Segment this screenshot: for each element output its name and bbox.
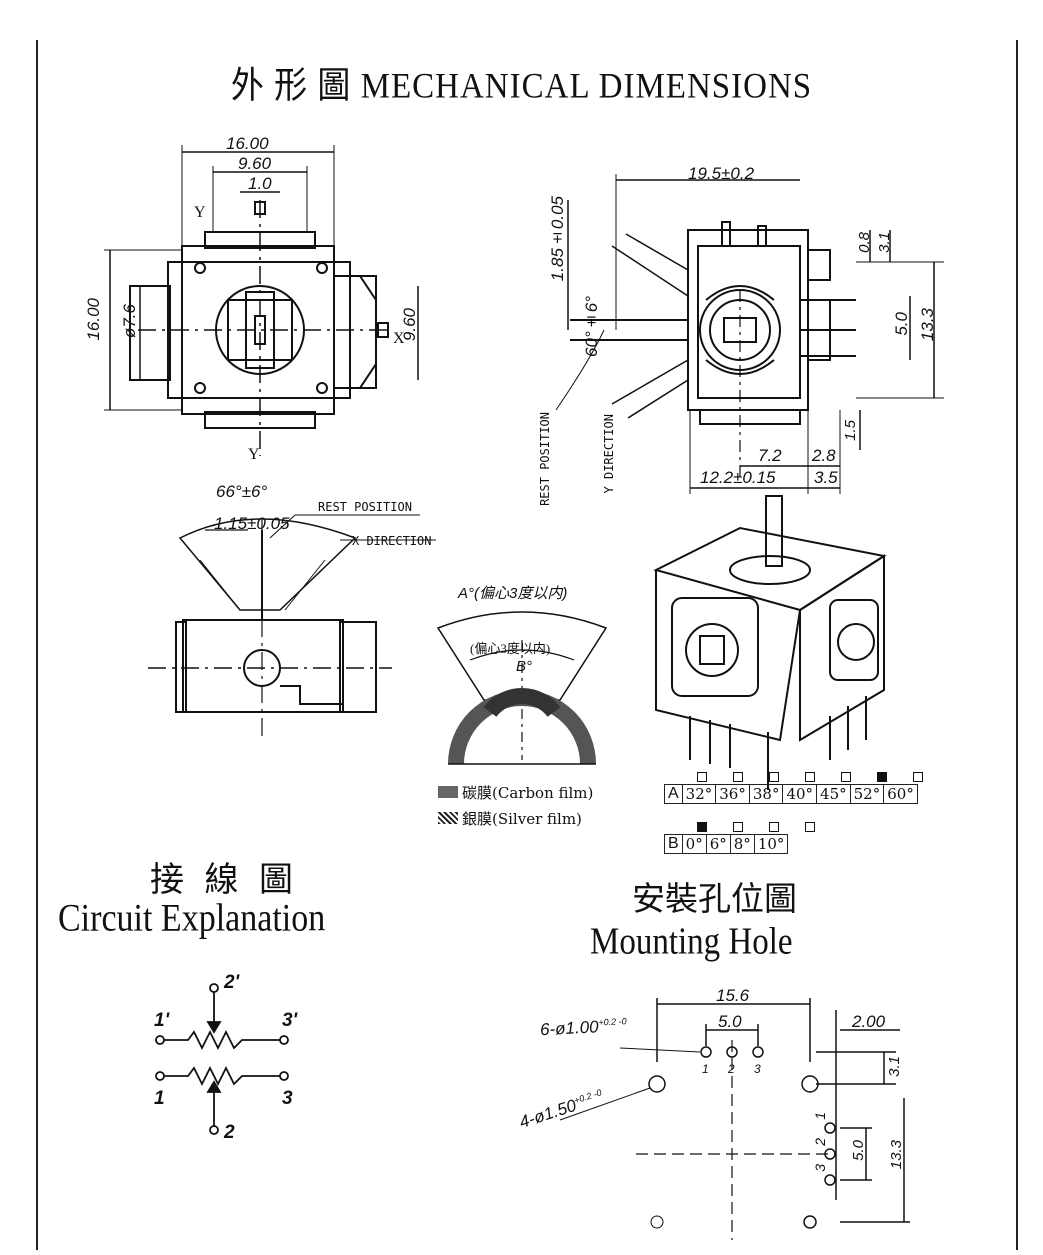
mount-pin2: 2: [728, 1062, 735, 1076]
mount-pin3v: 3: [812, 1164, 828, 1172]
row-a-marker: [841, 772, 851, 782]
row-a-cell: 32°: [681, 784, 717, 804]
row-b-marker-filled: [697, 822, 707, 832]
row-b-label: B: [664, 834, 683, 854]
circuit-pin-3p: 3': [282, 1010, 298, 1031]
mount-hole-small-label: 6-ø1.00: [539, 1017, 600, 1040]
side-view-drawing: [555, 174, 944, 494]
circuit-pin-1: 1: [154, 1088, 165, 1109]
mount-pin1: 1: [702, 1062, 709, 1076]
row-a-label: A: [664, 784, 683, 804]
side-rest-position: REST POSITION: [538, 412, 552, 506]
top-dim-dia: ø7.6: [120, 304, 139, 339]
legend-carbon-label: 碳膜(Carbon film): [462, 784, 594, 802]
page-title: 外 形 圖 MECHANICAL DIMENSIONS: [230, 66, 813, 107]
row-b-marker: [733, 822, 743, 832]
row-b-cell: 0°: [681, 834, 707, 854]
mount-dim-31: 3.1: [886, 1056, 903, 1077]
angle-table-a-grid: A 32° 36° 38° 40° 45° 52° 60°: [664, 784, 918, 804]
row-a-marker-filled: [877, 772, 887, 782]
row-b-cell: 6°: [705, 834, 731, 854]
top-axis-y-bottom: Y: [248, 446, 260, 463]
row-a-cell: 45°: [816, 784, 851, 804]
legend-silver-label: 銀膜(Silver film): [462, 810, 582, 828]
top-dim-inner: 9.60: [238, 154, 272, 173]
mount-dim-133: 13.3: [888, 1140, 905, 1170]
front-dim-angle: 66°±6°: [216, 482, 268, 501]
row-a-cell: 36°: [715, 784, 750, 804]
resistor-label-b: B°: [516, 658, 533, 675]
row-b-marker: [769, 822, 779, 832]
row-b-cell: 10°: [753, 834, 789, 854]
row-a-marker: [733, 772, 743, 782]
circuit-pin-1p: 1': [154, 1010, 170, 1031]
row-a-cell: 52°: [849, 784, 885, 804]
side-dim-50: 5.0: [892, 312, 911, 336]
row-a-cell: 40°: [782, 784, 818, 804]
front-view-drawing: [148, 514, 436, 740]
circuit-pin-2p: 2': [224, 972, 240, 993]
right-border: [1016, 40, 1018, 1250]
side-dim-angle: 60°±6°: [582, 296, 601, 357]
top-dim-slot: 1.0: [248, 174, 272, 193]
legend-silver-swatch: [438, 812, 458, 824]
side-dim-width: 19.5±0.2: [688, 164, 755, 183]
row-a-marker: [769, 772, 779, 782]
mount-dim-50v: 5.0: [850, 1140, 867, 1161]
circuit-drawing: [155, 983, 289, 1135]
circuit-title-cn: 接 線 圖: [150, 862, 299, 899]
resistor-detail-drawing: [436, 611, 608, 765]
circuit-pin-2: 2: [224, 1122, 235, 1143]
angle-table-b: B 0° 6° 8° 10°: [664, 820, 828, 854]
side-dim-08: 0.8: [856, 232, 873, 253]
mount-pin1v: 1: [812, 1112, 828, 1120]
mounting-title-cn: 安裝孔位圖: [632, 882, 797, 918]
row-b-marker: [805, 822, 815, 832]
mount-pin3: 3: [754, 1062, 761, 1076]
legend-carbon-swatch: [438, 786, 458, 798]
side-dim-133: 13.3: [918, 308, 937, 342]
product-illustration: [653, 495, 887, 790]
row-a-marker: [697, 772, 707, 782]
side-dim-72: 7.2: [758, 446, 782, 465]
mount-dim-156: 15.6: [716, 986, 750, 1005]
top-view-drawing: [104, 145, 419, 456]
angle-table-b-grid: B 0° 6° 8° 10°: [664, 834, 789, 854]
side-y-direction: Y DIRECTION: [602, 414, 616, 494]
row-a-marker: [805, 772, 815, 782]
mount-dim-50: 5.0: [718, 1012, 742, 1031]
front-x-direction: X DIRECTION: [352, 534, 432, 548]
mount-hole-small-tol: +0.2 -0: [598, 1016, 627, 1028]
mount-pin2v: 2: [812, 1138, 828, 1146]
mount-dim-200: 2.00: [852, 1012, 886, 1031]
row-b-cell: 8°: [729, 834, 755, 854]
circuit-title-en: Circuit Explanation: [58, 897, 326, 940]
circuit-pin-3: 3: [282, 1088, 293, 1109]
side-dim-15: 1.5: [842, 420, 859, 441]
front-dim-offset: 1.15±0.05: [214, 514, 290, 533]
top-dim-width: 16.00: [226, 134, 269, 153]
top-axis-y-top: Y: [194, 204, 206, 221]
front-rest-position: REST POSITION: [318, 500, 412, 514]
row-a-cell: 38°: [748, 784, 784, 804]
top-axis-x: X: [393, 330, 405, 347]
resistor-label-a: A°(偏心3度以内): [458, 585, 568, 602]
top-dim-height: 16.00: [84, 298, 103, 341]
side-dim-35: 3.5: [814, 468, 838, 487]
row-b-markers: [684, 820, 828, 834]
side-dim-28: 2.8: [812, 446, 836, 465]
row-a-cell: 60°: [883, 784, 918, 804]
side-dim-31: 3.1: [876, 232, 893, 253]
side-dim-offset: 1.85±0.05: [548, 196, 567, 282]
mounting-drawing: [559, 998, 910, 1240]
row-a-markers: [684, 770, 936, 784]
left-border: [36, 40, 38, 1250]
resistor-label-inner: (偏心3度以内): [470, 641, 551, 656]
side-dim-122: 12.2±0.15: [700, 468, 776, 487]
angle-table-a: A 32° 36° 38° 40° 45° 52° 60°: [664, 770, 936, 804]
mounting-title-en: Mounting Hole: [590, 921, 793, 963]
row-a-marker: [913, 772, 923, 782]
